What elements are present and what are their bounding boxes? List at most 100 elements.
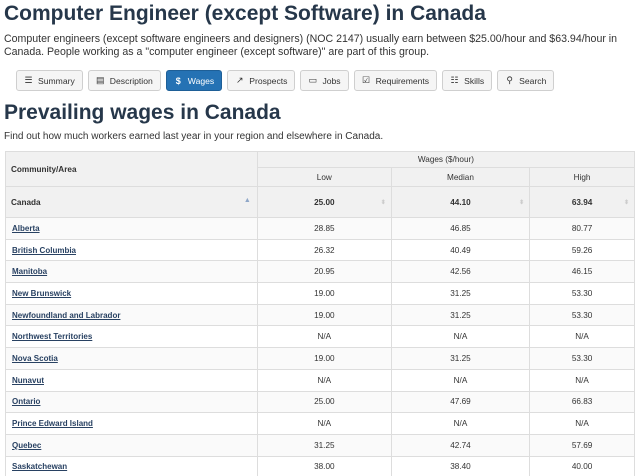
region-cell: Nova Scotia bbox=[5, 347, 258, 370]
region-link[interactable]: Northwest Territories bbox=[12, 332, 93, 342]
table-row: Newfoundland and Labrador 19.00 31.25 53.30 bbox=[5, 303, 635, 327]
region-link[interactable]: Prince Edward Island bbox=[12, 419, 93, 429]
region-link[interactable]: Nunavut bbox=[12, 375, 44, 385]
table-row: Ontario 25.00 47.69 66.83 bbox=[5, 390, 635, 414]
table-row: New Brunswick 19.00 31.25 53.30 bbox=[5, 282, 635, 305]
search-icon: ⚲ bbox=[506, 75, 513, 85]
region-cell: Northwest Territories bbox=[5, 325, 258, 349]
wage-high-cell: 59.26 bbox=[529, 238, 635, 262]
wage-high-cell: 53.30 bbox=[529, 347, 635, 370]
region-link[interactable]: Newfoundland and Labrador bbox=[12, 310, 121, 320]
wage-median-cell: 31.25 bbox=[390, 347, 531, 370]
wage-low-cell: N/A bbox=[256, 368, 392, 392]
dollar-icon: $ bbox=[175, 75, 181, 86]
wage-median-cell: N/A bbox=[390, 368, 531, 392]
region-cell: Saskatchewan bbox=[5, 455, 258, 476]
checkbox-icon: ☑ bbox=[362, 75, 371, 85]
column-header-high[interactable]: High bbox=[529, 167, 635, 187]
wage-high-cell: 80.77 bbox=[529, 217, 635, 240]
region-cell: Nunavut bbox=[5, 368, 258, 392]
tab-label: Summary bbox=[38, 75, 75, 86]
wage-low-cell: 25.00 bbox=[256, 390, 392, 414]
wage-low-cell: 19.00 bbox=[256, 282, 392, 305]
wage-high-cell: 40.00 bbox=[529, 455, 635, 476]
tab-label: Prospects bbox=[249, 75, 288, 86]
canada-median: 44.10 ⬍ bbox=[390, 186, 531, 218]
region-link[interactable]: New Brunswick bbox=[12, 288, 72, 298]
column-group-wages: Wages ($/hour) bbox=[256, 151, 636, 168]
section-description: Find out how much workers earned last ye… bbox=[4, 131, 384, 142]
tab-wages[interactable]: $ Wages bbox=[165, 70, 223, 91]
region-link[interactable]: Nova Scotia bbox=[12, 353, 58, 363]
wage-median-cell: 42.56 bbox=[390, 260, 531, 284]
wage-high-cell: 46.15 bbox=[529, 260, 635, 284]
sort-ascending-icon[interactable]: ▲ bbox=[243, 197, 251, 204]
tab-summary[interactable]: ☰ Summary bbox=[16, 70, 83, 91]
wage-median-cell: 40.49 bbox=[390, 238, 531, 262]
table-row: Saskatchewan 38.00 38.40 40.00 bbox=[5, 455, 635, 476]
region-cell: Quebec bbox=[5, 433, 258, 457]
sort-icon[interactable]: ⬍ bbox=[519, 200, 525, 206]
briefcase-icon: ▭ bbox=[308, 75, 318, 85]
canada-cell[interactable]: Canada ▲ bbox=[5, 186, 258, 218]
table-row: Quebec 31.25 42.74 57.69 bbox=[5, 433, 635, 457]
region-link[interactable]: Alberta bbox=[12, 223, 40, 233]
column-header-community[interactable]: Community/Area bbox=[5, 151, 258, 187]
region-link[interactable]: Quebec bbox=[12, 440, 42, 450]
wage-high-cell: N/A bbox=[529, 412, 635, 435]
region-link[interactable]: Saskatchewan bbox=[12, 462, 68, 472]
sort-icon[interactable]: ⬍ bbox=[623, 200, 629, 206]
wage-low-cell: 28.85 bbox=[256, 217, 392, 240]
wage-low-cell: 31.25 bbox=[256, 433, 392, 457]
page-title: Computer Engineer (except Software) in C… bbox=[4, 2, 486, 25]
region-cell: New Brunswick bbox=[5, 282, 258, 305]
wage-median-cell: 42.74 bbox=[390, 433, 531, 457]
tab-description[interactable]: ▤ Description bbox=[87, 70, 161, 91]
column-header-low[interactable]: Low bbox=[256, 167, 392, 187]
tab-search[interactable]: ⚲ Search bbox=[497, 70, 555, 91]
wage-high-cell: 66.83 bbox=[529, 390, 635, 414]
wage-median-cell: 38.40 bbox=[390, 455, 531, 476]
wage-median-cell: 31.25 bbox=[390, 282, 531, 305]
tab-prospects[interactable]: ↗ Prospects bbox=[227, 70, 296, 91]
region-link[interactable]: Manitoba bbox=[12, 267, 48, 277]
table-row-canada: Canada ▲ 25.00 ⬍ 44.10 ⬍ 63.94 ⬍ bbox=[5, 186, 635, 218]
tab-label: Description bbox=[109, 75, 153, 86]
region-cell: Ontario bbox=[5, 390, 258, 414]
table-row: Northwest Territories N/A N/A N/A bbox=[5, 325, 635, 349]
canada-label: Canada bbox=[11, 197, 41, 207]
tab-jobs[interactable]: ▭ Jobs bbox=[300, 70, 349, 91]
table-row: Manitoba 20.95 42.56 46.15 bbox=[5, 260, 635, 284]
wage-median-cell: N/A bbox=[390, 325, 531, 349]
table-row: Alberta 28.85 46.85 80.77 bbox=[5, 217, 635, 240]
tab-label: Search bbox=[519, 75, 547, 86]
wage-median-cell: 47.69 bbox=[390, 390, 531, 414]
wage-high-cell: N/A bbox=[529, 325, 635, 349]
wage-low-cell: N/A bbox=[256, 412, 392, 435]
tab-label: Requirements bbox=[375, 75, 430, 86]
tab-label: Skills bbox=[464, 75, 485, 86]
region-link[interactable]: Ontario bbox=[12, 397, 41, 407]
tab-requirements[interactable]: ☑ Requirements bbox=[353, 70, 438, 91]
canada-low: 25.00 ⬍ bbox=[256, 186, 392, 218]
wage-low-cell: 20.95 bbox=[256, 260, 392, 284]
wage-median-cell: 46.85 bbox=[390, 217, 531, 240]
wage-median-cell: 31.25 bbox=[390, 303, 531, 327]
region-cell: Prince Edward Island bbox=[5, 412, 258, 435]
sort-icon[interactable]: ⬍ bbox=[380, 200, 386, 206]
wages-table: Community/Area Wages ($/hour) Low Median… bbox=[5, 151, 636, 476]
table-row: Nova Scotia 19.00 31.25 53.30 bbox=[5, 347, 635, 370]
region-cell: Newfoundland and Labrador bbox=[5, 303, 258, 327]
wage-low-cell: 19.00 bbox=[256, 347, 392, 370]
table-row: British Columbia 26.32 40.49 59.26 bbox=[5, 238, 635, 262]
tab-bar: ☰ Summary ▤ Description $ Wages ↗ Prospects ▭ Job… bbox=[16, 70, 555, 91]
sliders-icon: ☷ bbox=[450, 75, 459, 85]
table-row: Nunavut N/A N/A N/A bbox=[5, 368, 635, 392]
region-cell: Alberta bbox=[5, 217, 258, 240]
tab-skills[interactable]: ☷ Skills bbox=[442, 70, 493, 91]
region-link[interactable]: British Columbia bbox=[12, 245, 77, 255]
wage-low-cell: N/A bbox=[256, 325, 392, 349]
column-header-median[interactable]: Median bbox=[390, 167, 531, 187]
region-cell: British Columbia bbox=[5, 238, 258, 262]
list-icon: ☰ bbox=[24, 75, 33, 85]
